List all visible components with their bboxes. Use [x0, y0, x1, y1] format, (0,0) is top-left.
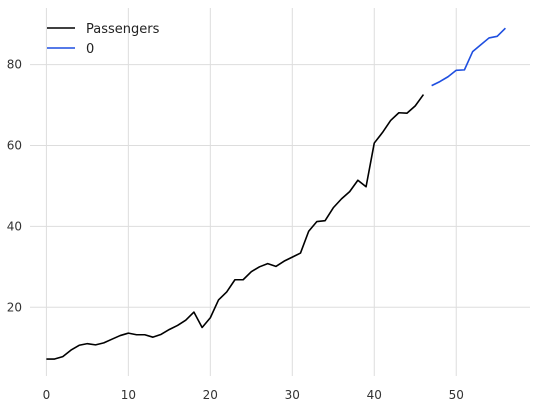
y-tick-label: 20	[7, 300, 22, 314]
x-tick-label: 40	[367, 388, 382, 402]
series-line-passengers	[46, 94, 425, 360]
legend: Passengers 0	[47, 22, 160, 57]
legend-label-passengers: Passengers	[86, 22, 160, 37]
x-tick-label: 20	[203, 388, 218, 402]
x-tick-label: 50	[449, 388, 464, 402]
x-tick-label: 10	[121, 388, 136, 402]
y-gridlines	[30, 64, 530, 308]
x-gridlines	[45, 8, 457, 376]
y-tick-label: 40	[7, 219, 22, 233]
y-tick-labels: 20 40 60 80	[7, 58, 22, 315]
y-tick-label: 80	[7, 58, 22, 72]
x-tick-label: 30	[285, 388, 300, 402]
x-tick-label: 0	[43, 388, 51, 402]
x-tick-labels: 0 10 20 30 40 50	[43, 388, 464, 402]
y-tick-label: 60	[7, 138, 22, 152]
series-layer	[46, 27, 506, 360]
series-line-forecast-0	[431, 27, 506, 87]
legend-label-0: 0	[86, 42, 94, 57]
